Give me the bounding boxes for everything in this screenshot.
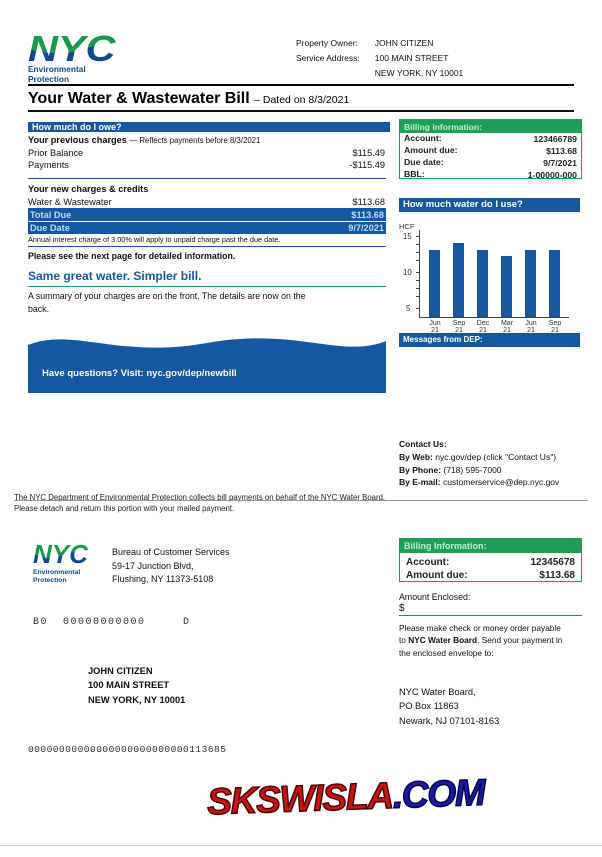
svg-text:SKSWISLA.COM: SKSWISLA.COM xyxy=(206,772,487,823)
